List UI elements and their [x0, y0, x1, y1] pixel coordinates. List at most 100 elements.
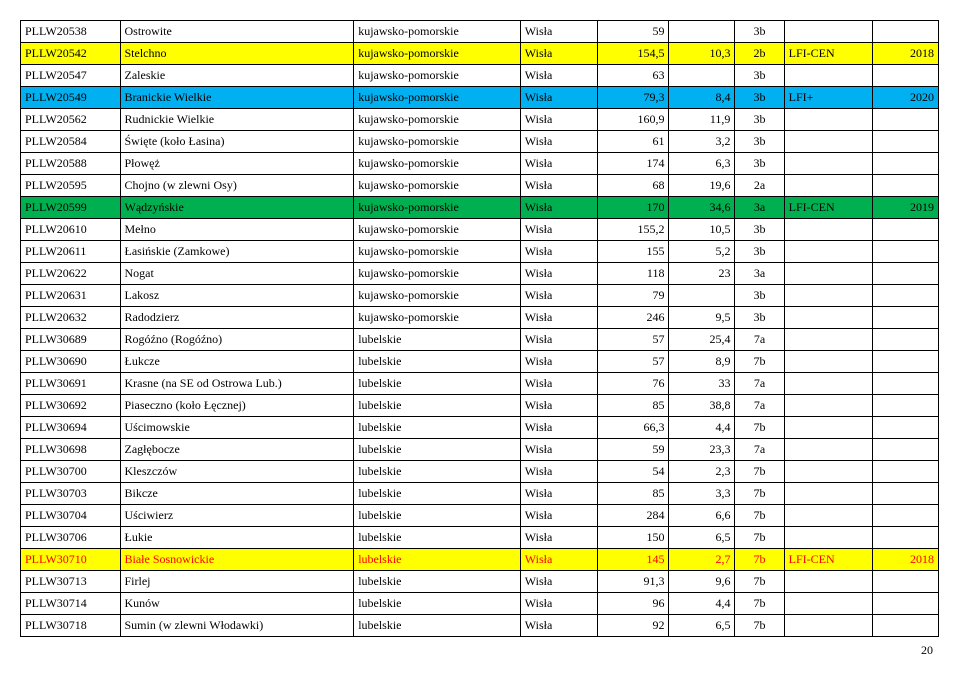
table-cell: lubelskie [354, 615, 521, 637]
table-cell [872, 329, 938, 351]
table-cell: 63 [597, 65, 669, 87]
table-cell: 38,8 [669, 395, 735, 417]
table-cell [784, 527, 872, 549]
table-cell: 6,6 [669, 505, 735, 527]
table-cell: 5,2 [669, 241, 735, 263]
table-cell: Wisła [520, 527, 597, 549]
table-row: PLLW30690ŁukczelubelskieWisła578,97b [21, 351, 939, 373]
table-cell: 160,9 [597, 109, 669, 131]
table-cell: 57 [597, 351, 669, 373]
table-cell [784, 615, 872, 637]
table-cell [784, 109, 872, 131]
table-row: PLLW20547Zaleskiekujawsko-pomorskieWisła… [21, 65, 939, 87]
table-cell [784, 263, 872, 285]
table-cell: 10,3 [669, 43, 735, 65]
table-cell [872, 373, 938, 395]
table-cell: PLLW20595 [21, 175, 121, 197]
table-cell [784, 65, 872, 87]
table-cell: Płowęż [120, 153, 354, 175]
table-row: PLLW20631Lakoszkujawsko-pomorskieWisła79… [21, 285, 939, 307]
table-cell: 246 [597, 307, 669, 329]
table-cell: 155 [597, 241, 669, 263]
table-cell: lubelskie [354, 395, 521, 417]
table-cell: 8,9 [669, 351, 735, 373]
table-cell: 19,6 [669, 175, 735, 197]
table-cell: 7b [735, 417, 784, 439]
table-cell: Wisła [520, 131, 597, 153]
table-cell: Wisła [520, 615, 597, 637]
table-cell: 7a [735, 439, 784, 461]
table-cell: PLLW20538 [21, 21, 121, 43]
table-cell: Mełno [120, 219, 354, 241]
table-cell: PLLW20599 [21, 197, 121, 219]
table-cell: 33 [669, 373, 735, 395]
table-row: PLLW20599Wądzyńskiekujawsko-pomorskieWis… [21, 197, 939, 219]
table-cell [872, 21, 938, 43]
table-cell [784, 153, 872, 175]
table-cell: PLLW30689 [21, 329, 121, 351]
table-cell: 145 [597, 549, 669, 571]
table-cell [872, 285, 938, 307]
table-cell [784, 21, 872, 43]
table-cell: lubelskie [354, 373, 521, 395]
table-cell: 7b [735, 527, 784, 549]
table-cell: 170 [597, 197, 669, 219]
table-cell: Krasne (na SE od Ostrowa Lub.) [120, 373, 354, 395]
table-cell: 92 [597, 615, 669, 637]
table-cell: Wisła [520, 483, 597, 505]
table-cell: 4,4 [669, 593, 735, 615]
table-cell: Zaleskie [120, 65, 354, 87]
table-cell: PLLW20562 [21, 109, 121, 131]
table-cell [872, 153, 938, 175]
table-cell: 2019 [872, 197, 938, 219]
table-cell: 57 [597, 329, 669, 351]
table-row: PLLW30714KunówlubelskieWisła964,47b [21, 593, 939, 615]
table-cell: PLLW30690 [21, 351, 121, 373]
table-cell [784, 175, 872, 197]
table-cell: kujawsko-pomorskie [354, 307, 521, 329]
table-cell: PLLW20611 [21, 241, 121, 263]
table-cell: Sumin (w zlewni Włodawki) [120, 615, 354, 637]
table-cell: Zagłębocze [120, 439, 354, 461]
table-cell: lubelskie [354, 505, 521, 527]
table-cell: PLLW30710 [21, 549, 121, 571]
table-cell: Ostrowite [120, 21, 354, 43]
table-row: PLLW30706ŁukielubelskieWisła1506,57b [21, 527, 939, 549]
table-cell: kujawsko-pomorskie [354, 219, 521, 241]
table-cell: 2b [735, 43, 784, 65]
table-cell: 118 [597, 263, 669, 285]
table-cell: Wisła [520, 439, 597, 461]
table-cell: Lakosz [120, 285, 354, 307]
table-cell: 150 [597, 527, 669, 549]
table-cell: Wisła [520, 153, 597, 175]
table-cell: 6,3 [669, 153, 735, 175]
table-cell: 7b [735, 461, 784, 483]
table-cell: Wisła [520, 21, 597, 43]
table-cell: PLLW30704 [21, 505, 121, 527]
table-row: PLLW30713FirlejlubelskieWisła91,39,67b [21, 571, 939, 593]
table-cell [872, 615, 938, 637]
table-cell: lubelskie [354, 329, 521, 351]
table-cell: 3b [735, 153, 784, 175]
table-cell: Łasińskie (Zamkowe) [120, 241, 354, 263]
table-cell: 174 [597, 153, 669, 175]
table-cell: 4,4 [669, 417, 735, 439]
table-cell: 59 [597, 439, 669, 461]
table-cell [784, 285, 872, 307]
table-cell [784, 505, 872, 527]
table-row: PLLW20588Płowężkujawsko-pomorskieWisła17… [21, 153, 939, 175]
table-cell: 11,9 [669, 109, 735, 131]
table-cell: 25,4 [669, 329, 735, 351]
table-cell: lubelskie [354, 351, 521, 373]
table-cell: LFI-CEN [784, 197, 872, 219]
table-cell [669, 65, 735, 87]
table-cell [872, 593, 938, 615]
table-cell [872, 527, 938, 549]
table-cell: 3b [735, 219, 784, 241]
table-cell: LFI-CEN [784, 549, 872, 571]
table-cell: 3,2 [669, 131, 735, 153]
table-cell: 85 [597, 483, 669, 505]
table-cell: Wisła [520, 373, 597, 395]
table-row: PLLW20632Radodzierzkujawsko-pomorskieWis… [21, 307, 939, 329]
table-row: PLLW30710Białe SosnowickielubelskieWisła… [21, 549, 939, 571]
